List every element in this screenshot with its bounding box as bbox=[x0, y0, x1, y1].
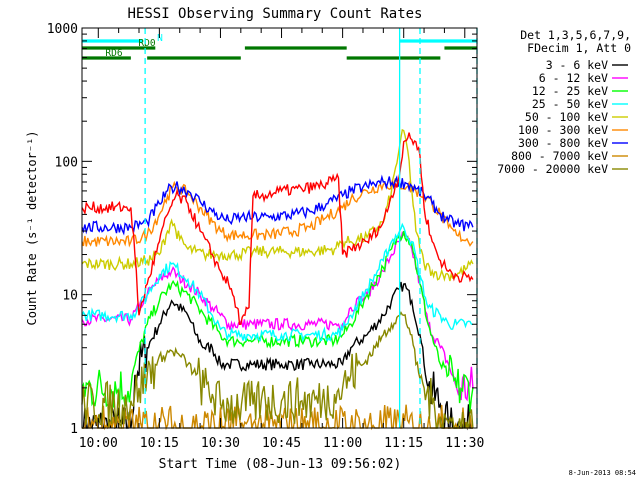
top-bar-label-rd6: RD6 bbox=[105, 48, 122, 59]
timestamp-annotation: 8-Jun-2013 08:54 bbox=[569, 469, 636, 477]
legend-label-800-7000-kev: 800 - 7000 keV bbox=[511, 149, 608, 163]
y-tick-label: 100 bbox=[55, 155, 78, 170]
x-tick-label: 11:00 bbox=[323, 436, 362, 451]
legend-label-7000-20000-kev: 7000 - 20000 keV bbox=[497, 162, 608, 176]
legend-header-1: Det 1,3,5,6,7,9, bbox=[520, 28, 631, 42]
y-tick-label: 10 bbox=[62, 289, 78, 304]
x-tick-label: 10:45 bbox=[262, 436, 301, 451]
plot-data bbox=[81, 128, 474, 431]
series-line-50-100-kev bbox=[81, 128, 474, 282]
legend-label-25-50-kev: 25 - 50 keV bbox=[532, 97, 608, 111]
legend-label-100-300-kev: 100 - 300 keV bbox=[518, 123, 608, 137]
series-line-300-800-kev bbox=[81, 174, 474, 236]
x-axis-label: Start Time (08-Jun-13 09:56:02) bbox=[159, 457, 402, 472]
top-bar-label-rd0: RD0 bbox=[138, 38, 155, 49]
chart-title: HESSI Observing Summary Count Rates bbox=[127, 6, 422, 22]
series-line-25-50-kev bbox=[81, 222, 473, 343]
x-tick-label: 10:15 bbox=[140, 436, 179, 451]
plot-frame bbox=[81, 27, 478, 429]
x-tick-label: 11:15 bbox=[384, 436, 423, 451]
x-tick-label: 11:30 bbox=[445, 436, 484, 451]
top-bar-label-n: N bbox=[157, 33, 163, 44]
legend-label-50-100-kev: 50 - 100 keV bbox=[525, 110, 608, 124]
x-tick-label: 10:00 bbox=[79, 436, 118, 451]
legend-label-300-800-kev: 300 - 800 keV bbox=[518, 136, 608, 150]
series-line-7000-20000-kev bbox=[81, 311, 474, 430]
series-line-3-6-kev bbox=[82, 281, 473, 431]
y-tick-label: 1000 bbox=[47, 22, 78, 37]
legend-header-2: FDecim 1, Att 0 bbox=[527, 41, 631, 55]
legend-label-3-6-kev: 3 - 6 keV bbox=[546, 58, 608, 72]
legend-label-12-25-kev: 12 - 25 keV bbox=[532, 84, 608, 98]
y-axis-label: Count Rate (s⁻¹ detector⁻¹) bbox=[25, 130, 39, 325]
series-line-12-25-kev bbox=[81, 230, 474, 412]
x-tick-label: 10:30 bbox=[201, 436, 240, 451]
y-tick-label: 1 bbox=[70, 422, 78, 437]
legend-label-6-12-kev: 6 - 12 keV bbox=[539, 71, 608, 85]
axis-ticks: 10:00 10:15 10:30 10:45 11:00 11:15 11:30 1 10 10… bbox=[47, 22, 485, 451]
series-line-red bbox=[81, 132, 474, 326]
legend: Det 1,3,5,6,7,9, FDecim 1, Att 0 3 - 6 k… bbox=[497, 28, 631, 176]
series-line-100-300-kev bbox=[81, 177, 474, 248]
